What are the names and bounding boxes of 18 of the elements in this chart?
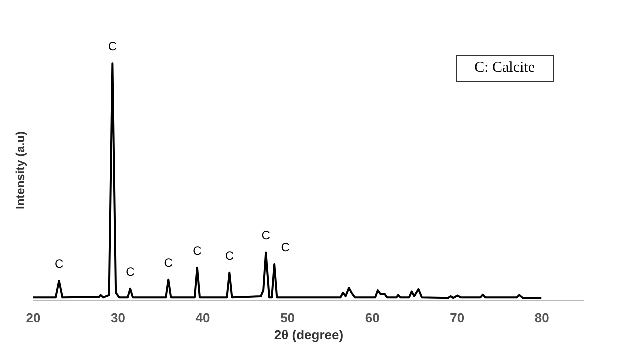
x-tick-label: 70: [450, 310, 465, 326]
x-tick-label: 20: [26, 310, 41, 326]
x-tick-label: 60: [365, 310, 380, 326]
annotation: C: [262, 228, 271, 243]
x-axis-title: 2θ (degree): [274, 328, 344, 342]
x-tick-label: 40: [196, 310, 210, 326]
annotation: C: [164, 256, 174, 270]
x-tick-label: 80: [534, 310, 550, 326]
annotation: C: [126, 264, 136, 279]
annotation: C: [193, 244, 202, 258]
annotation: C: [281, 240, 290, 255]
y-axis-title: Intensity (a.u): [14, 131, 28, 210]
annotation: C: [108, 40, 118, 54]
annotation: C: Calcite: [456, 55, 554, 82]
x-tick-label: 30: [111, 310, 126, 326]
x-tick-label: 50: [280, 310, 296, 326]
annotation: C: [54, 257, 64, 272]
annotation: C: [225, 248, 234, 263]
